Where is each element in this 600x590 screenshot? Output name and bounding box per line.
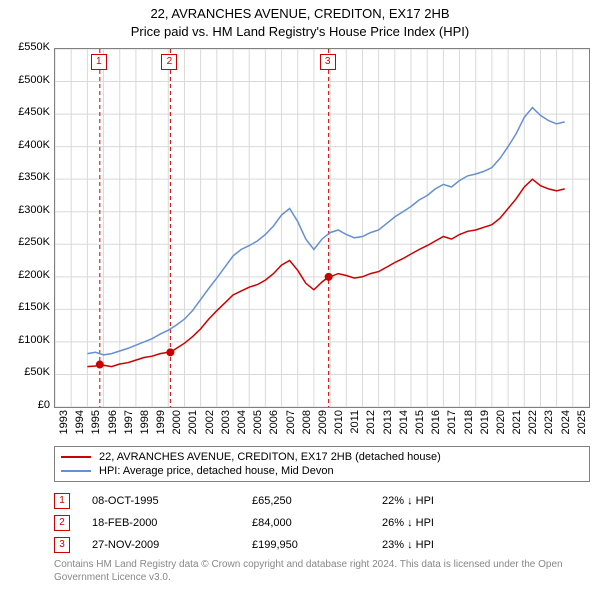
table-row: 3 27-NOV-2009 £199,950 23% ↓ HPI [54,534,590,556]
legend-box: 22, AVRANCHES AVENUE, CREDITON, EX17 2HB… [54,446,590,482]
x-tick-label: 2004 [236,410,248,450]
x-tick-label: 2023 [543,410,555,450]
sale-marker-icon: 2 [54,515,70,531]
y-tick-label: £200K [6,269,50,281]
sale-marker-icon: 1 [91,54,107,70]
x-tick-label: 2007 [285,410,297,450]
y-tick-label: £400K [6,139,50,151]
y-tick-label: £350K [6,171,50,183]
chart-plot-area [54,48,590,408]
sale-date: 27-NOV-2009 [92,539,252,551]
x-tick-label: 1998 [139,410,151,450]
legend-item-hpi: HPI: Average price, detached house, Mid … [61,464,583,478]
x-tick-label: 1996 [107,410,119,450]
y-tick-label: £300K [6,204,50,216]
sale-marker-icon: 3 [54,537,70,553]
x-tick-label: 2001 [187,410,199,450]
table-row: 2 18-FEB-2000 £84,000 26% ↓ HPI [54,512,590,534]
x-tick-label: 2009 [317,410,329,450]
y-tick-label: £50K [6,366,50,378]
x-tick-label: 2020 [495,410,507,450]
sales-table: 1 08-OCT-1995 £65,250 22% ↓ HPI 2 18-FEB… [54,490,590,556]
x-tick-label: 2017 [446,410,458,450]
x-tick-label: 2016 [430,410,442,450]
chart-title-address: 22, AVRANCHES AVENUE, CREDITON, EX17 2HB [0,6,600,21]
legend-label-property: 22, AVRANCHES AVENUE, CREDITON, EX17 2HB… [99,450,441,464]
x-tick-label: 2015 [414,410,426,450]
x-tick-label: 2010 [333,410,345,450]
x-tick-label: 1993 [58,410,70,450]
x-tick-label: 2024 [560,410,572,450]
footnote: Contains HM Land Registry data © Crown c… [54,558,590,584]
sale-marker-icon: 3 [320,54,336,70]
y-tick-label: £550K [6,41,50,53]
x-tick-label: 2013 [382,410,394,450]
sale-price: £199,950 [252,539,382,551]
x-tick-label: 1995 [90,410,102,450]
x-tick-label: 2003 [220,410,232,450]
y-tick-label: £450K [6,106,50,118]
legend-line-hpi [61,470,91,472]
x-tick-label: 2002 [204,410,216,450]
x-tick-label: 2022 [527,410,539,450]
sale-hpi: 23% ↓ HPI [382,539,590,551]
x-tick-label: 2008 [301,410,313,450]
sale-price: £65,250 [252,495,382,507]
x-tick-label: 2019 [479,410,491,450]
x-tick-label: 2014 [398,410,410,450]
sale-hpi: 22% ↓ HPI [382,495,590,507]
legend-line-property [61,456,91,458]
page-root: 22, AVRANCHES AVENUE, CREDITON, EX17 2HB… [0,0,600,590]
x-tick-label: 2006 [268,410,280,450]
x-tick-label: 2021 [511,410,523,450]
sale-marker-icon: 2 [161,54,177,70]
sale-price: £84,000 [252,517,382,529]
table-row: 1 08-OCT-1995 £65,250 22% ↓ HPI [54,490,590,512]
x-tick-label: 2025 [576,410,588,450]
x-tick-label: 2011 [349,410,361,450]
x-tick-label: 2012 [365,410,377,450]
x-tick-label: 1994 [74,410,86,450]
x-tick-label: 1999 [155,410,167,450]
chart-svg [55,49,589,407]
x-tick-label: 2000 [171,410,183,450]
y-tick-label: £100K [6,334,50,346]
legend-item-property: 22, AVRANCHES AVENUE, CREDITON, EX17 2HB… [61,450,583,464]
x-tick-label: 2018 [463,410,475,450]
x-tick-label: 1997 [123,410,135,450]
y-tick-label: £0 [6,399,50,411]
legend-label-hpi: HPI: Average price, detached house, Mid … [99,464,334,478]
x-tick-label: 2005 [252,410,264,450]
y-tick-label: £500K [6,74,50,86]
y-tick-label: £250K [6,236,50,248]
chart-title-subtitle: Price paid vs. HM Land Registry's House … [0,24,600,39]
sale-date: 18-FEB-2000 [92,517,252,529]
sale-date: 08-OCT-1995 [92,495,252,507]
y-tick-label: £150K [6,301,50,313]
sale-hpi: 26% ↓ HPI [382,517,590,529]
sale-marker-icon: 1 [54,493,70,509]
